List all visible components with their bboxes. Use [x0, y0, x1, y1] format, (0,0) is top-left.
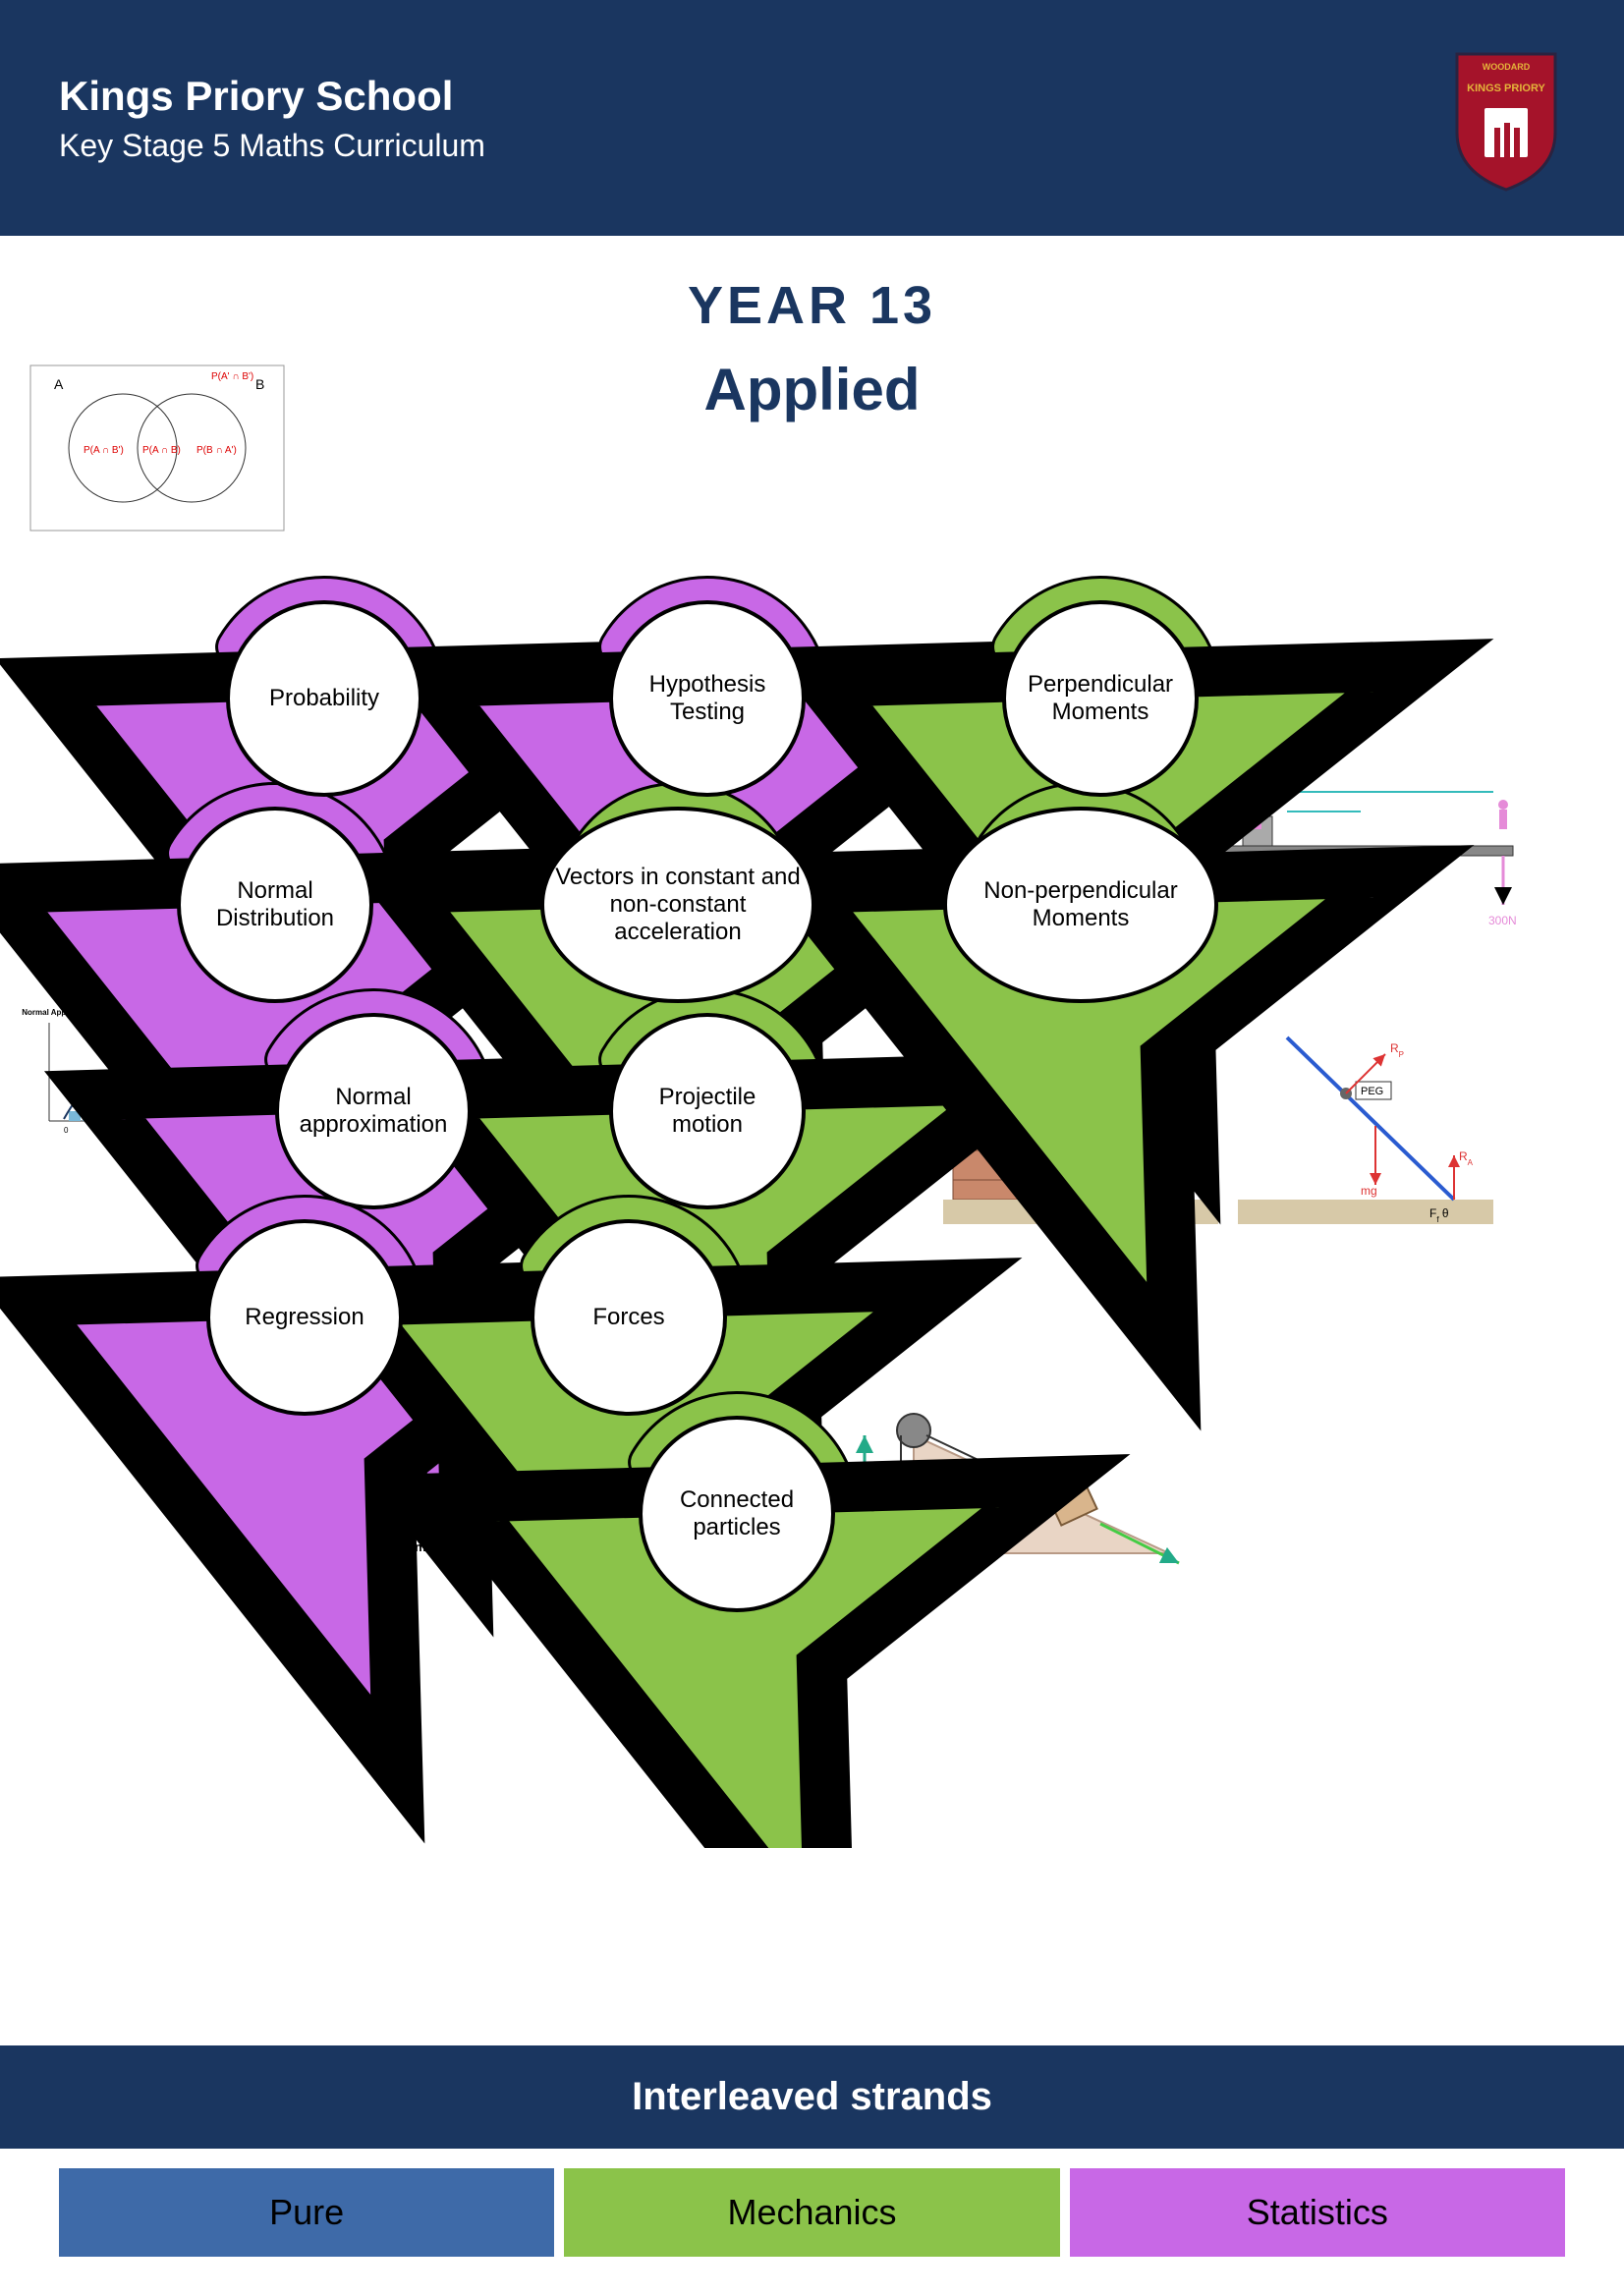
header: Kings Priory School Key Stage 5 Maths Cu… — [0, 0, 1624, 236]
flow-node: Normal Distribution — [177, 807, 373, 1003]
year-title: YEAR 13 — [0, 275, 1624, 336]
flow-node: Regression — [206, 1219, 403, 1416]
flow-node: Projectile motion — [609, 1013, 806, 1209]
footer-title: Interleaved strands — [0, 2045, 1624, 2149]
flow-node: Probability — [226, 600, 422, 797]
svg-text:P(A' ∩ B'): P(A' ∩ B') — [211, 371, 253, 382]
flow-node: Connected particles — [639, 1416, 835, 1612]
strands-row: Pure Mechanics Statistics — [0, 2149, 1624, 2296]
school-name: Kings Priory School — [59, 73, 485, 120]
strand-mechanics: Mechanics — [564, 2168, 1059, 2257]
footer: Interleaved strands Pure Mechanics Stati… — [0, 2045, 1624, 2296]
header-text: Kings Priory School Key Stage 5 Maths Cu… — [59, 73, 485, 164]
svg-text:B: B — [255, 376, 264, 392]
flow-diagram: A B P(A ∩ B') P(A ∩ B) P(B ∩ A') P(A' ∩ … — [0, 423, 1624, 1897]
flow-node: Hypothesis Testing — [609, 600, 806, 797]
svg-text:KINGS PRIORY: KINGS PRIORY — [1467, 83, 1545, 94]
flow-node: Vectors in constant and non-constant acc… — [540, 807, 815, 1003]
header-subtitle: Key Stage 5 Maths Curriculum — [59, 128, 485, 164]
flow-node: Perpendicular Moments — [1002, 600, 1199, 797]
flow-node: Forces — [531, 1219, 727, 1416]
school-crest: WOODARD KINGS PRIORY — [1447, 44, 1565, 192]
strand-pure: Pure — [59, 2168, 554, 2257]
strand-statistics: Statistics — [1070, 2168, 1565, 2257]
flow-node: Normal approximation — [275, 1013, 472, 1209]
svg-text:A: A — [54, 376, 64, 392]
flow-node: Non-perpendicular Moments — [943, 807, 1218, 1003]
svg-text:WOODARD: WOODARD — [1483, 62, 1531, 72]
